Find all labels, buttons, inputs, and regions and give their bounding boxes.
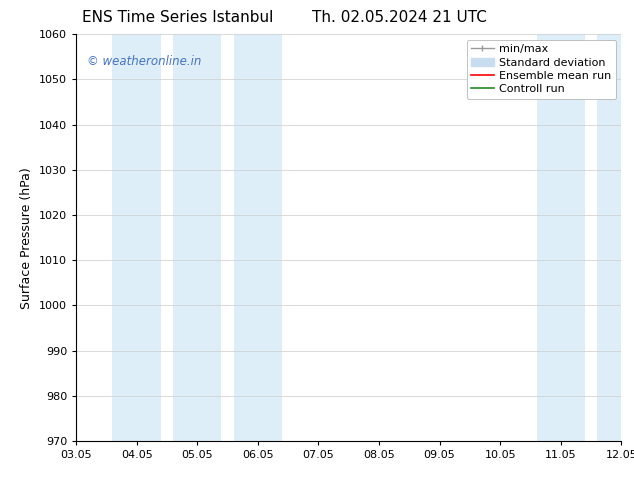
Text: © weatheronline.in: © weatheronline.in [87,54,202,68]
Text: Th. 02.05.2024 21 UTC: Th. 02.05.2024 21 UTC [312,10,487,25]
Bar [597,34,621,441]
Text: ENS Time Series Istanbul: ENS Time Series Istanbul [82,10,273,25]
Y-axis label: Surface Pressure (hPa): Surface Pressure (hPa) [20,167,34,309]
Bar [536,34,585,441]
Legend: min/max, Standard deviation, Ensemble mean run, Controll run: min/max, Standard deviation, Ensemble me… [467,40,616,99]
Bar [173,34,221,441]
Bar [233,34,282,441]
Bar [112,34,161,441]
